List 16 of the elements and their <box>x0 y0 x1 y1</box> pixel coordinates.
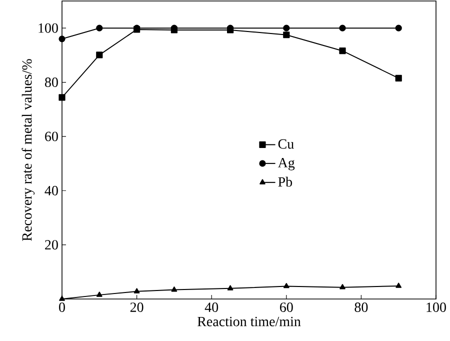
y-tick-label: 40 <box>44 186 58 196</box>
y-tick-label: 60 <box>45 132 58 142</box>
x-tick-label: 40 <box>204 302 218 312</box>
legend-label: Pb <box>278 176 292 187</box>
x-tick-label: 20 <box>130 302 144 312</box>
legend-label: Cu <box>278 139 294 149</box>
y-tick-label: 100 <box>38 23 58 33</box>
y-tick-label: 80 <box>45 78 58 87</box>
x-axis-title: Reaction time/min <box>198 316 301 326</box>
x-tick-label: 60 <box>280 302 293 312</box>
x-tick-label: 0 <box>59 302 65 312</box>
y-axis-title: Recovery rate of metal values/% <box>22 59 35 241</box>
x-tick-label: 80 <box>354 302 368 312</box>
legend-label: Ag <box>278 158 295 170</box>
y-tick-label: 20 <box>45 240 58 250</box>
x-tick-label: 100 <box>426 302 446 312</box>
